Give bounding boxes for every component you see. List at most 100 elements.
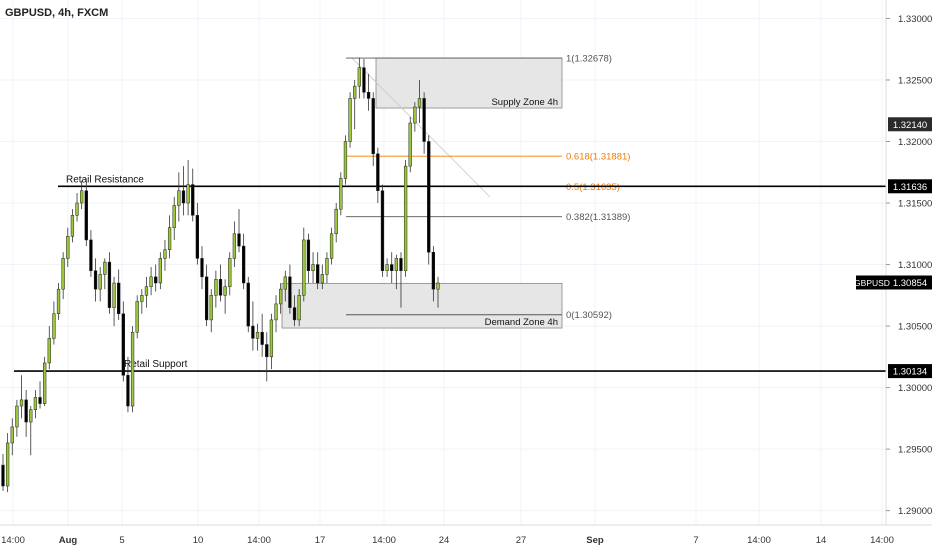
- candle-body: [75, 202, 79, 216]
- candle-body: [218, 279, 223, 296]
- time-tick-label: 14:00: [372, 535, 396, 546]
- horizontal-lines[interactable]: Retail Resistance Retail Support: [14, 174, 886, 372]
- candle-body: [66, 235, 70, 259]
- candle-body: [172, 205, 176, 228]
- price-tick-label: 1.32000: [898, 137, 932, 148]
- candle-body: [422, 98, 426, 142]
- candle-body: [98, 274, 102, 290]
- zone-box: [375, 57, 563, 109]
- candle-body: [117, 282, 121, 315]
- price-tick-label: 1.31000: [898, 260, 932, 271]
- time-tick-label: Sep: [586, 535, 604, 546]
- candle-body: [107, 261, 112, 308]
- time-tick-label: 7: [693, 535, 698, 546]
- price-badge: [888, 117, 932, 132]
- candle-body: [357, 67, 361, 87]
- candle-body: [431, 251, 436, 290]
- candle-body: [200, 258, 204, 278]
- symbol-badge-text: GBPUSD: [854, 278, 890, 288]
- candle-body: [283, 276, 287, 290]
- candle-body: [348, 98, 352, 142]
- time-tick-label: 14:00: [747, 535, 771, 546]
- candle-body: [394, 258, 398, 271]
- horizontal-line-label: Retail Resistance: [66, 174, 144, 185]
- candle-body: [306, 239, 311, 271]
- candle-body: [311, 264, 315, 271]
- candle-body: [158, 258, 162, 284]
- candle-body: [265, 344, 269, 358]
- fib-level-label: 0.5(1.31635): [566, 182, 620, 193]
- candle-body: [121, 313, 125, 376]
- time-tick-label: 24: [439, 535, 450, 546]
- candle-body: [126, 375, 130, 407]
- candle-body: [260, 331, 264, 345]
- candle-body: [246, 282, 250, 327]
- candle-body: [70, 215, 75, 237]
- price-tick-label: 1.32500: [898, 75, 932, 86]
- candle-body: [61, 258, 65, 290]
- candle-body: [242, 245, 246, 284]
- candle-body: [334, 208, 338, 235]
- price-badge-text: 1.32140: [893, 120, 927, 131]
- candle-body: [269, 319, 274, 358]
- candle-body: [103, 261, 107, 275]
- candle-body: [154, 276, 158, 284]
- candle-body: [10, 426, 14, 444]
- price-badge-text: 1.30134: [893, 367, 927, 378]
- time-tick-label: 14:00: [247, 535, 271, 546]
- zone-box: [281, 282, 563, 329]
- price-tick-label: 1.30500: [898, 322, 932, 333]
- time-tick-label: 17: [315, 535, 326, 546]
- candle-body: [288, 276, 292, 308]
- candle-body: [112, 282, 116, 308]
- time-tick-label: 14:00: [1, 535, 25, 546]
- price-tick-label: 1.30000: [898, 383, 932, 394]
- candle-body: [399, 258, 403, 271]
- candle-body: [52, 313, 56, 339]
- candle-body: [1, 464, 5, 487]
- time-tick-label: 10: [193, 535, 204, 546]
- time-tick-label: 14: [816, 535, 827, 546]
- zone-label: Supply Zone 4h: [491, 97, 558, 108]
- candle-body: [329, 233, 334, 259]
- candle-body: [371, 98, 375, 155]
- candle-body: [228, 258, 232, 287]
- candle-body: [279, 288, 283, 305]
- price-badge-text: 1.30854: [893, 278, 927, 289]
- candle-body: [209, 295, 213, 321]
- time-tick-label: 14:00: [870, 535, 894, 546]
- candle-body: [417, 98, 422, 108]
- time-tick-label: 5: [119, 535, 124, 546]
- candle-body: [89, 239, 93, 271]
- candle-body: [427, 141, 431, 253]
- zones: Supply Zone 4h Demand Zone 4h: [281, 57, 563, 329]
- fib-trendline: [351, 57, 491, 198]
- candle-body: [43, 362, 47, 404]
- candle-body: [195, 215, 199, 259]
- candle-body: [177, 190, 181, 206]
- fib-level-label: 0.382(1.31389): [566, 212, 630, 223]
- candle-body: [29, 409, 33, 423]
- candle-body: [5, 442, 10, 487]
- fib-level-label: 1(1.32678): [566, 54, 612, 65]
- zone-label: Demand Zone 4h: [485, 317, 558, 328]
- candle-body: [186, 184, 190, 204]
- candle-body: [38, 397, 42, 404]
- candle-body: [390, 264, 394, 271]
- candle-body: [413, 106, 417, 124]
- candle-body: [302, 239, 306, 296]
- price-tick-label: 1.31500: [898, 199, 932, 210]
- candle-body: [251, 325, 255, 339]
- candle-body: [24, 399, 28, 423]
- candle-body: [181, 190, 186, 204]
- candle-body: [385, 264, 389, 271]
- candle-body: [163, 249, 167, 259]
- candle-body: [339, 178, 343, 210]
- candle-body: [130, 331, 135, 407]
- candle-body: [325, 258, 329, 275]
- price-badge: [888, 179, 932, 194]
- candle-body: [191, 184, 195, 216]
